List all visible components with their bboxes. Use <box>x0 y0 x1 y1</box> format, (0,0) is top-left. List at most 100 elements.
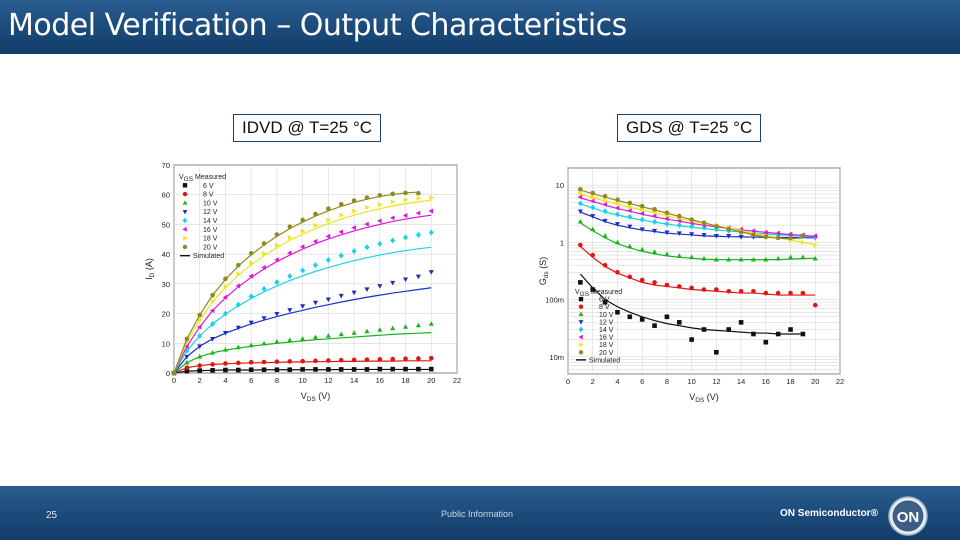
y-tick-label: 100m <box>545 296 564 305</box>
data-point <box>639 210 645 217</box>
x-tick-label: 8 <box>665 377 669 386</box>
x-axis-label-main: V <box>301 391 307 401</box>
data-point <box>602 233 608 238</box>
legend-entry: 18 V <box>203 236 218 243</box>
data-point <box>223 361 228 366</box>
legend-marker <box>182 209 188 215</box>
legend-simulated: Simulated <box>193 253 224 260</box>
data-point <box>676 213 682 219</box>
data-point <box>210 350 216 355</box>
data-point <box>403 190 408 196</box>
data-point <box>209 308 215 314</box>
legend-title-main: V <box>179 174 184 181</box>
data-point <box>578 280 583 285</box>
data-point <box>390 325 396 331</box>
data-point <box>664 210 670 216</box>
x-tick-label: 0 <box>172 376 176 385</box>
gds-label: GDS @ T=25 °C <box>617 114 762 142</box>
x-tick-label: 4 <box>615 377 619 386</box>
data-point <box>652 323 657 328</box>
x-tick-label: 2 <box>198 376 202 385</box>
y-tick-label: 50 <box>162 220 170 229</box>
y-tick-label: 20 <box>162 310 170 319</box>
data-point <box>184 359 190 365</box>
legend-marker <box>182 244 188 250</box>
data-point <box>602 262 608 268</box>
data-point <box>701 233 707 238</box>
data-point <box>676 253 682 258</box>
data-point <box>714 287 719 292</box>
data-point <box>222 331 228 336</box>
data-point <box>713 256 719 262</box>
data-point <box>578 186 583 192</box>
data-point <box>689 254 695 260</box>
data-point <box>701 327 707 332</box>
data-point <box>590 226 596 232</box>
data-point <box>403 234 409 241</box>
data-point <box>590 194 596 200</box>
data-point <box>726 256 732 262</box>
data-point <box>326 206 331 211</box>
x-axis-label-main: V <box>689 392 695 402</box>
x-tick-label: 8 <box>275 376 279 385</box>
data-point <box>403 324 409 329</box>
data-point <box>262 251 267 257</box>
data-point <box>210 320 216 327</box>
data-point <box>274 232 280 237</box>
data-point <box>415 231 421 238</box>
y-tick-label: 1 <box>560 238 564 247</box>
data-point <box>261 367 267 373</box>
data-point <box>801 239 806 245</box>
data-point <box>763 234 769 240</box>
data-point <box>300 358 305 364</box>
data-point <box>261 359 267 365</box>
x-tick-label: 14 <box>737 377 745 386</box>
data-point <box>664 230 670 236</box>
data-point <box>338 229 344 235</box>
data-point <box>763 229 768 235</box>
simulated-line <box>173 287 432 374</box>
data-point <box>590 252 596 258</box>
y-tick-label: 10m <box>549 353 564 362</box>
data-point <box>738 235 744 240</box>
y-axis-label: ID (A) <box>144 258 156 280</box>
data-point <box>701 220 707 226</box>
data-point <box>313 358 318 364</box>
data-point <box>351 357 357 363</box>
data-point <box>236 367 241 373</box>
data-point <box>627 314 633 320</box>
x-tick-label: 16 <box>762 377 770 386</box>
data-point <box>602 201 607 208</box>
data-point <box>222 310 228 317</box>
data-point <box>577 209 583 215</box>
data-point <box>287 359 293 364</box>
data-point <box>287 337 293 343</box>
series-20v <box>171 190 421 376</box>
data-point <box>615 197 620 202</box>
simulated-line <box>173 191 419 374</box>
legend-title-unit: Measured <box>589 289 622 296</box>
data-point <box>312 300 319 306</box>
legend-entry: 14 V <box>599 327 614 334</box>
data-point <box>300 304 306 309</box>
data-point <box>775 331 781 337</box>
data-point <box>652 228 658 234</box>
x-tick-label: 10 <box>687 377 695 386</box>
data-point <box>287 308 293 313</box>
data-point <box>652 280 657 285</box>
data-point <box>300 217 305 223</box>
data-point <box>664 216 669 222</box>
data-point <box>235 344 241 350</box>
data-point <box>210 292 215 298</box>
data-point <box>788 327 793 332</box>
data-point <box>352 208 357 214</box>
data-point <box>590 214 596 219</box>
data-point <box>602 208 608 215</box>
data-point <box>312 238 318 244</box>
data-point <box>248 367 254 373</box>
legend-marker <box>578 311 584 317</box>
data-point <box>248 250 254 256</box>
data-point <box>738 256 744 262</box>
x-axis-label-sub: DS <box>307 396 317 403</box>
data-point <box>627 208 632 214</box>
